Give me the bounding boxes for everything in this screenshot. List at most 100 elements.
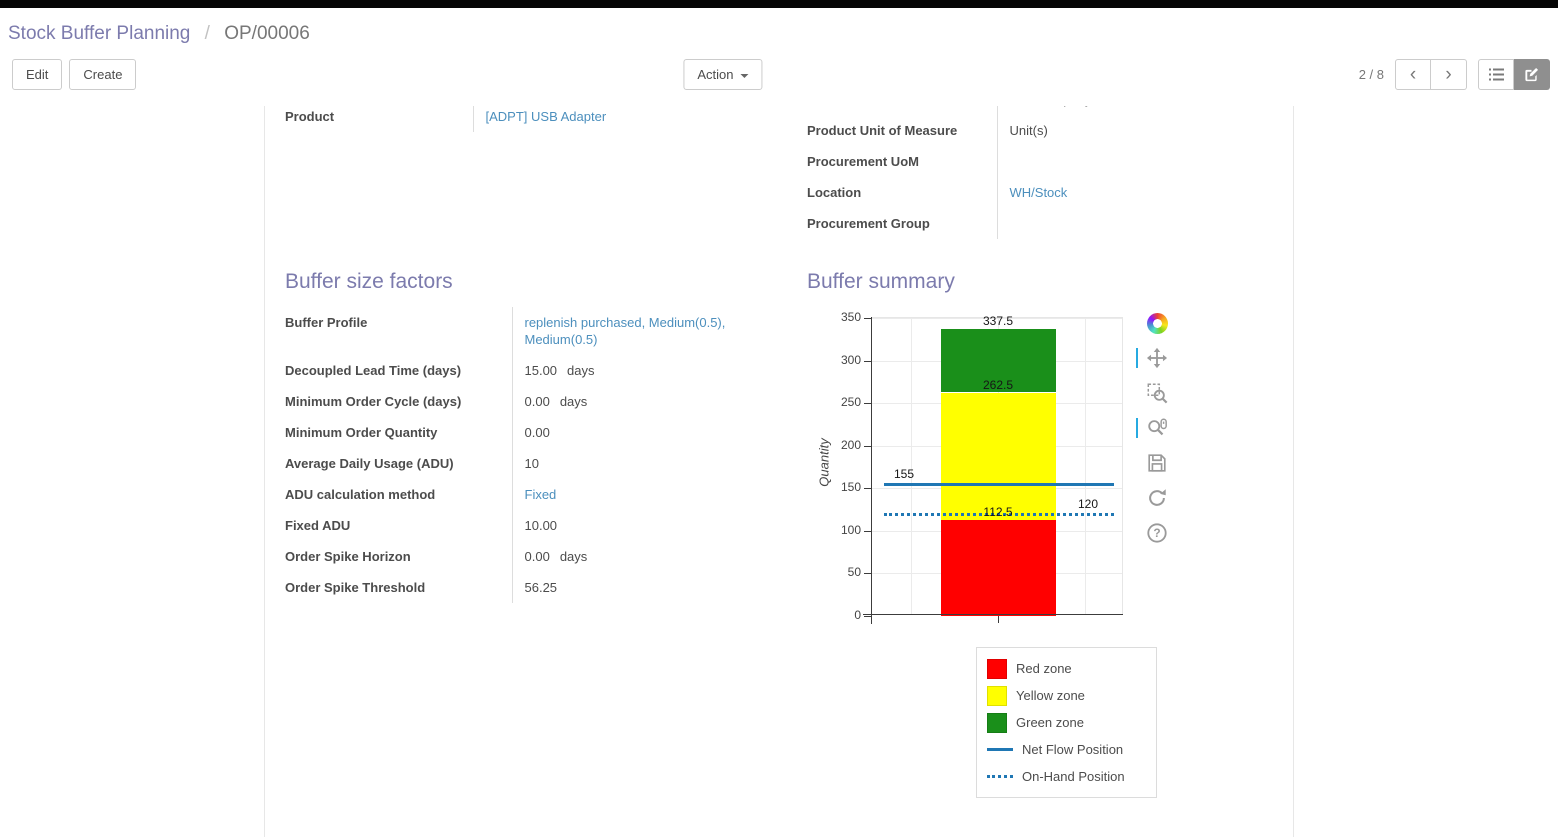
breadcrumb: Stock Buffer Planning / OP/00006	[0, 8, 1558, 51]
legend-swatch	[987, 775, 1013, 778]
legend-swatch	[987, 712, 1007, 733]
form-edit-icon	[1525, 67, 1539, 82]
field-label: Product Unit of Measure	[807, 115, 998, 146]
chart-legend: Red zone Yellow zone Green zone Net Flow Po…	[976, 647, 1157, 798]
y-tick-label: 50	[847, 565, 861, 580]
legend-swatch	[987, 685, 1007, 706]
y-tick-mark	[864, 530, 871, 532]
breadcrumb-parent-link[interactable]: Stock Buffer Planning	[8, 23, 191, 44]
pager-previous-button[interactable]: ‹	[1395, 59, 1431, 90]
legend-swatch	[987, 658, 1007, 679]
field-label: Procurement Group	[807, 208, 998, 239]
legend-item: Red zone	[987, 655, 1146, 682]
field-label: Procurement UoM	[807, 146, 998, 177]
edit-button[interactable]: Edit	[12, 59, 63, 90]
field-label: Order Spike Threshold	[285, 572, 513, 603]
field-value: YourCompany	[1010, 106, 1092, 107]
chevron-right-icon: ›	[1445, 64, 1452, 85]
action-dropdown-label: Action	[697, 67, 734, 82]
field-unit-suffix: days	[559, 549, 588, 564]
pager-buttons: ‹ ›	[1395, 59, 1467, 90]
box-zoom-icon[interactable]	[1145, 381, 1169, 405]
buffer-summary-section: Buffer summary Quantity 155 120 112.5 262.5…	[807, 269, 1273, 798]
field-row: Product [ADPT] USB Adapter	[285, 106, 785, 132]
y-tick-label: 250	[840, 395, 861, 410]
field-label: Fixed ADU	[285, 510, 513, 541]
field-value: 0.00	[524, 549, 550, 564]
legend-label: Red zone	[1016, 661, 1072, 676]
y-tick-mark	[864, 360, 871, 362]
y-tick-label: 200	[840, 437, 861, 452]
create-button[interactable]: Create	[69, 59, 137, 90]
horizontal-gridline	[872, 318, 1122, 319]
legend-item: Net Flow Position	[987, 736, 1146, 763]
field-label: Location	[807, 177, 998, 208]
reset-icon[interactable]	[1145, 486, 1169, 510]
field-value-link[interactable]: [ADPT] USB Adapter	[485, 109, 607, 124]
form-view-button[interactable]	[1514, 59, 1550, 90]
action-toolbar: Edit Create Action 2 / 8 ‹ ›	[0, 51, 1558, 106]
field-row: Minimum Order Quantity 0.00	[285, 417, 785, 448]
field-row: Location WH/Stock	[807, 177, 1273, 208]
legend-label: Yellow zone	[1016, 688, 1085, 703]
y-tick-mark	[864, 403, 871, 405]
form-sheet: Product [ADPT] USB Adapter YourCompany Pro…	[264, 106, 1294, 837]
y-tick-label: 100	[840, 522, 861, 537]
plot-area[interactable]: 155 120 112.5 262.5 337.5	[863, 314, 1123, 624]
breadcrumb-current: OP/00006	[224, 23, 310, 44]
field-value-link[interactable]: WH/Stock	[1009, 185, 1068, 200]
group-product: Product [ADPT] USB Adapter	[285, 106, 785, 239]
field-label	[807, 106, 998, 115]
view-switcher	[1478, 59, 1550, 90]
field-value: Unit(s)	[1009, 123, 1048, 138]
bokeh-logo-icon	[1145, 311, 1169, 335]
y-tick-label: 350	[840, 310, 861, 324]
y-tick-mark	[864, 445, 871, 447]
y-tick-mark	[864, 573, 871, 575]
field-row: Order Spike Horizon 0.00 days	[285, 541, 785, 572]
field-value: 0.00	[524, 394, 550, 409]
action-dropdown-button[interactable]: Action	[683, 59, 763, 90]
field-label: ADU calculation method	[285, 479, 513, 510]
wheel-zoom-icon[interactable]	[1136, 416, 1169, 440]
field-value-link[interactable]: replenish purchased, Medium(0.5), Medium…	[524, 315, 726, 347]
field-label: Decoupled Lead Time (days)	[285, 355, 513, 386]
field-unit-suffix: days	[559, 394, 588, 409]
green-zone-bar	[940, 328, 1056, 393]
field-row: Order Spike Threshold 56.25	[285, 572, 785, 603]
field-value-link[interactable]: Fixed	[524, 487, 557, 502]
save-icon[interactable]	[1145, 451, 1169, 475]
field-row: ADU calculation method Fixed	[285, 479, 785, 510]
pager-next-button[interactable]: ›	[1431, 59, 1467, 90]
help-icon[interactable]: ?	[1145, 521, 1169, 545]
y-tick-label: 0	[854, 608, 861, 622]
legend-item: On-Hand Position	[987, 763, 1146, 790]
pager-counter[interactable]: 2 / 8	[1358, 67, 1384, 82]
line-value-label: 155	[894, 467, 915, 482]
legend-label: Green zone	[1016, 715, 1084, 730]
y-axis-title: Quantity	[816, 438, 832, 487]
buffer-size-factors-title: Buffer size factors	[285, 270, 453, 293]
vertical-gridline	[911, 318, 913, 614]
form-view: Product [ADPT] USB Adapter YourCompany Pro…	[0, 106, 1558, 837]
chevron-left-icon: ‹	[1409, 64, 1417, 85]
on-hand-position-line	[884, 512, 1114, 516]
buffer-size-factors-section: Buffer size factors Buffer Profile replen…	[285, 269, 785, 798]
field-row: Procurement Group	[807, 208, 1273, 239]
field-label: Minimum Order Quantity	[285, 417, 513, 448]
field-label: Buffer Profile	[285, 307, 513, 355]
buffer-summary-title: Buffer summary	[807, 270, 955, 293]
field-unit-suffix: days	[567, 363, 595, 378]
y-tick-mark	[864, 616, 871, 617]
net-flow-position-line	[884, 483, 1114, 487]
y-tick-label: 300	[840, 352, 861, 367]
field-row: Product Unit of Measure Unit(s)	[807, 115, 1273, 146]
legend-item: Green zone	[987, 709, 1146, 736]
y-tick-mark	[864, 488, 871, 490]
field-label: Average Daily Usage (ADU)	[285, 448, 513, 479]
top-field-groups: Product [ADPT] USB Adapter YourCompany Pro…	[285, 106, 1273, 239]
list-view-button[interactable]	[1478, 59, 1514, 90]
breadcrumb-separator: /	[204, 23, 210, 44]
pan-icon[interactable]	[1136, 346, 1169, 370]
